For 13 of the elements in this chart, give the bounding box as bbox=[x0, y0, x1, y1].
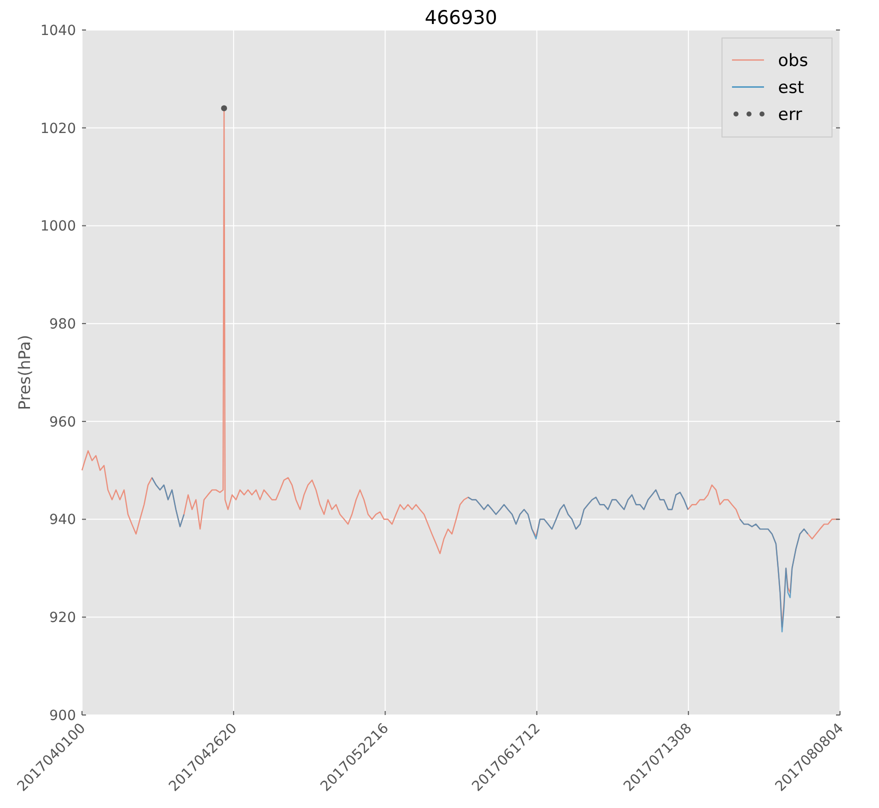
y-tick-label: 980 bbox=[49, 316, 76, 332]
y-axis-title: Pres(hPa) bbox=[15, 334, 34, 410]
y-tick-label: 1000 bbox=[40, 218, 76, 235]
y-tick-label: 900 bbox=[49, 708, 76, 724]
chart-title: 466930 bbox=[424, 7, 498, 29]
y-tick-label: 1020 bbox=[40, 120, 76, 137]
y-tick-label: 940 bbox=[49, 512, 76, 528]
legend-label: est bbox=[778, 78, 804, 98]
legend-label: obs bbox=[778, 50, 808, 71]
legend-label: err bbox=[778, 104, 802, 125]
y-tick-label: 1040 bbox=[40, 22, 76, 39]
y-tick-label: 920 bbox=[49, 610, 76, 626]
y-tick-label: 960 bbox=[49, 414, 76, 430]
